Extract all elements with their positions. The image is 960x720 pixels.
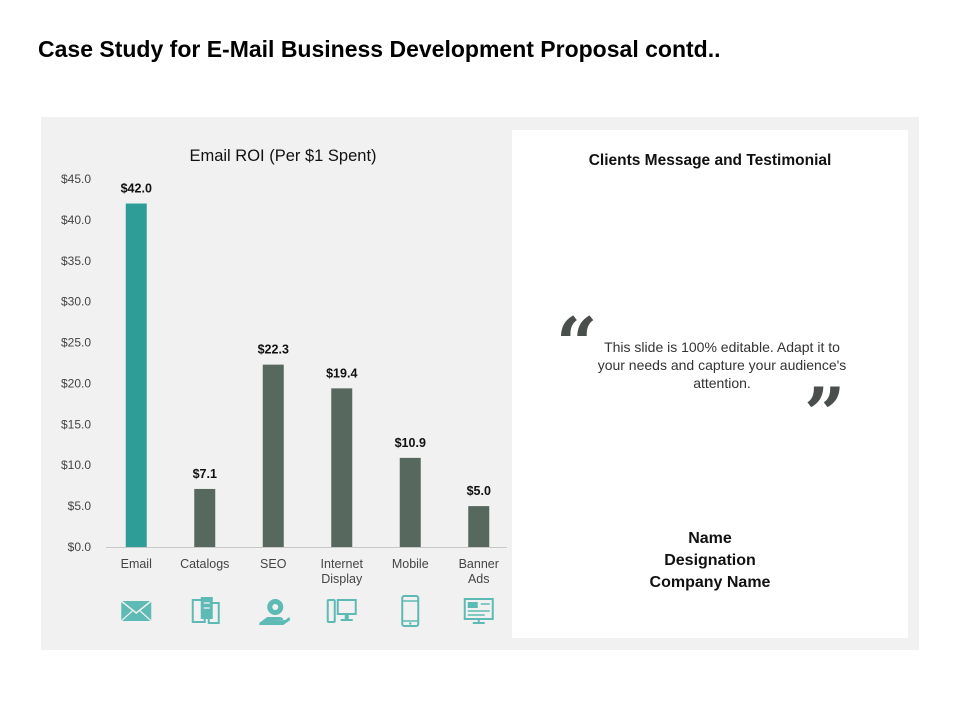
y-tick-label: $30.0	[61, 295, 91, 309]
x-category-label: Internet	[321, 557, 364, 571]
data-label: $19.4	[326, 366, 357, 380]
data-label: $7.1	[193, 467, 217, 481]
x-category-label: Catalogs	[180, 557, 229, 571]
testimonial-text: This slide is 100% editable. Adapt it to…	[597, 339, 847, 391]
x-category-label: Mobile	[392, 557, 429, 571]
y-tick-label: $35.0	[61, 254, 91, 268]
bar	[194, 488, 216, 547]
mobile-phone-icon	[401, 595, 420, 627]
open-quote-icon: “	[556, 301, 598, 386]
x-category-label: SEO	[260, 557, 287, 571]
data-label: $10.9	[395, 436, 426, 450]
seo-hand-icon	[259, 599, 291, 625]
x-category-label: Display	[321, 572, 363, 586]
data-label: $5.0	[467, 484, 491, 498]
slide-title: Case Study for E-Mail Business Developme…	[38, 36, 721, 62]
envelope-icon	[120, 600, 152, 622]
data-label: $22.3	[258, 343, 289, 357]
person-designation: Designation	[664, 552, 756, 569]
x-category-label: Banner	[459, 557, 499, 571]
y-tick-label: $5.0	[68, 499, 92, 513]
testimonial-heading: Clients Message and Testimonial	[588, 152, 832, 169]
testimonial-card: Clients Message and Testimonial “ This s…	[512, 130, 908, 638]
y-tick-label: $20.0	[61, 376, 91, 390]
content-panel: Email ROI (Per $1 Spent) $0.0 $5.0 $10.0 $15…	[41, 117, 919, 650]
signature-block: Name Designation Company Name	[512, 528, 908, 594]
y-tick-label: $0.0	[68, 540, 92, 554]
bar	[125, 203, 147, 547]
x-category-label: Ads	[468, 572, 490, 586]
close-quote-icon: ”	[804, 371, 846, 456]
y-tick-label: $10.0	[61, 458, 91, 472]
catalog-icon	[191, 597, 220, 624]
x-category-label: Email	[121, 557, 152, 571]
bar	[331, 388, 353, 547]
roi-bar-chart: Email ROI (Per $1 Spent) $0.0 $5.0 $10.0 $15…	[61, 147, 507, 627]
y-tick-label: $40.0	[61, 213, 91, 227]
y-tick-label: $25.0	[61, 336, 91, 350]
bar	[262, 364, 284, 547]
company-name: Company Name	[649, 574, 771, 591]
y-tick-label: $45.0	[61, 172, 91, 186]
desktop-computer-icon	[326, 599, 357, 623]
person-name: Name	[688, 530, 732, 547]
y-tick-label: $15.0	[61, 417, 91, 431]
data-label: $42.0	[121, 182, 152, 196]
bar	[399, 457, 421, 547]
banner-ads-icon	[463, 598, 494, 624]
bar	[468, 506, 490, 547]
chart-title: Email ROI (Per $1 Spent)	[189, 147, 376, 165]
